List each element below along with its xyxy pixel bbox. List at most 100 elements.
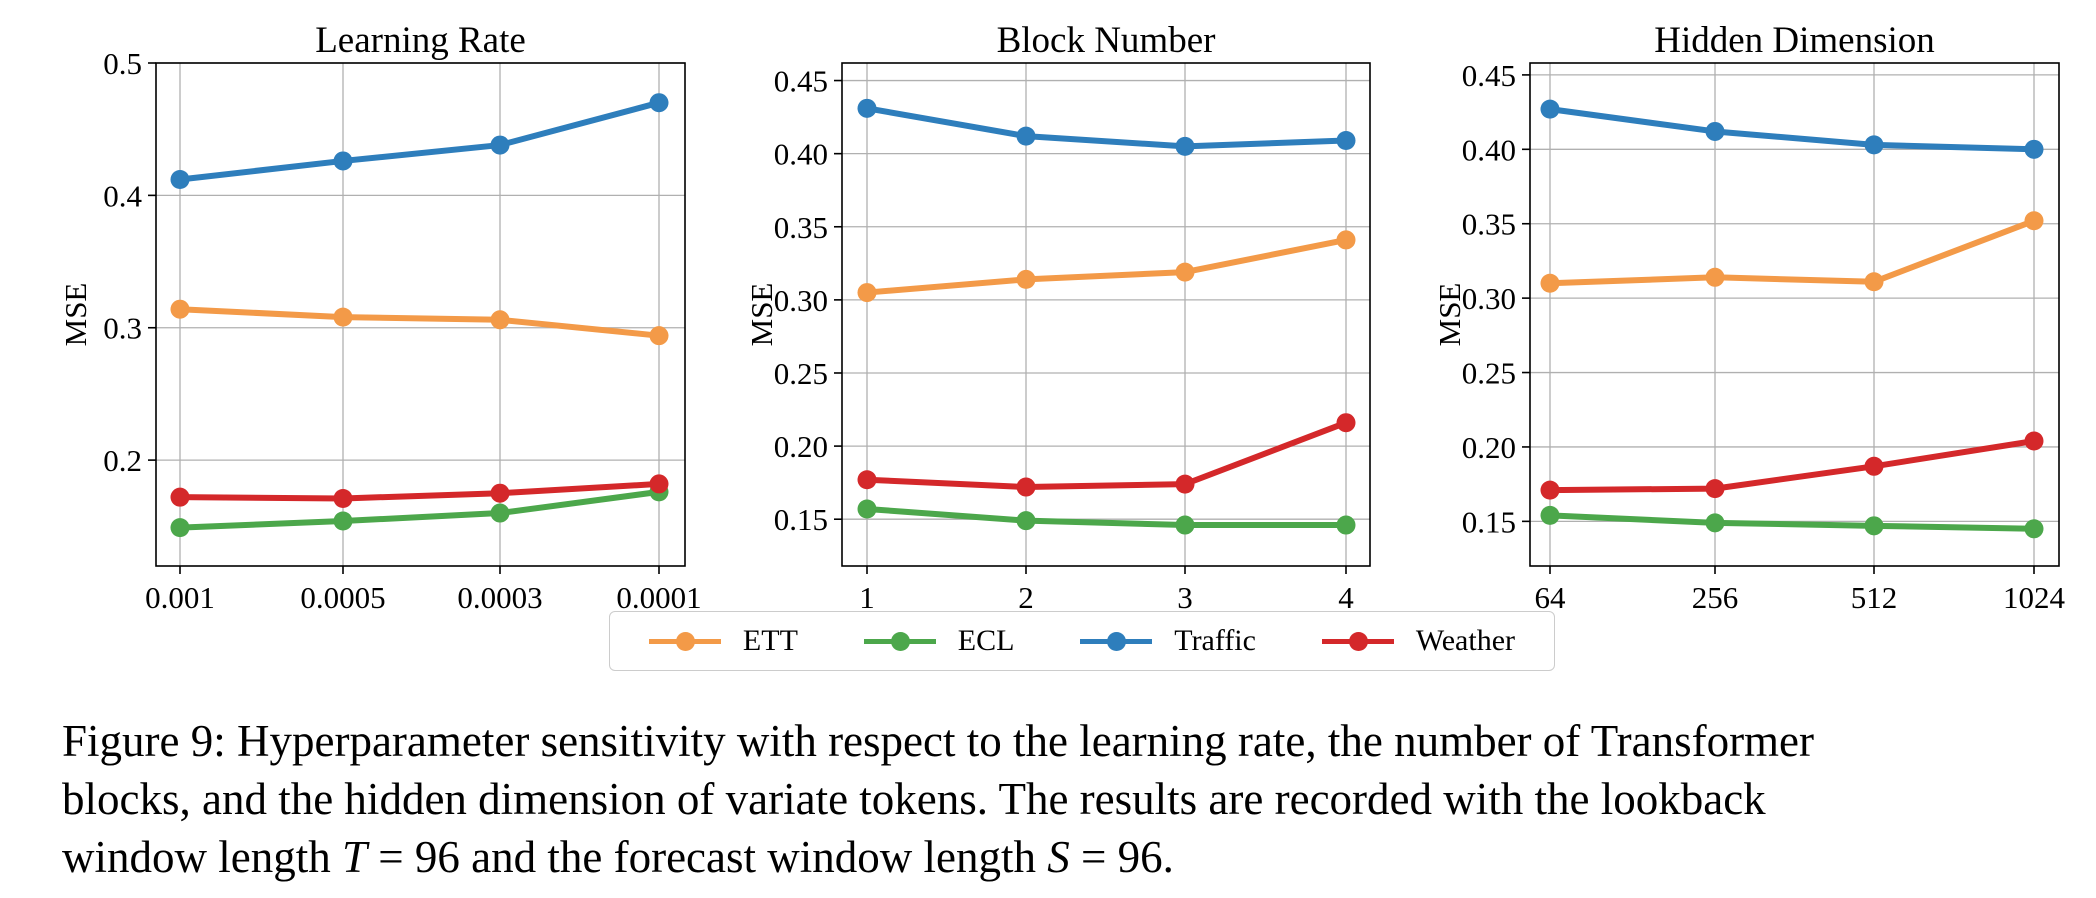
data-point-ett [490, 310, 510, 330]
data-point-ecl [490, 503, 510, 523]
chart-panel-2: 0.15 0.20 0.25 0.30 0.35 0.40 0.45 1 2 3 4 Block Nu… [744, 20, 1371, 615]
data-point-weather [1540, 480, 1560, 500]
legend-item-traffic: Traffic [1080, 624, 1256, 658]
data-point-traffic [1016, 126, 1036, 146]
data-point-weather [1175, 474, 1195, 494]
data-point-traffic [1540, 99, 1560, 119]
data-point-weather [857, 470, 877, 490]
legend-label-weather: Weather [1415, 624, 1516, 657]
data-point-ecl [1705, 513, 1725, 533]
caption-line-1: Figure 9: Hyperparameter sensitivity wit… [62, 716, 1815, 766]
x-tick-label: 2 [1018, 580, 1034, 615]
data-point-ett [1705, 267, 1725, 287]
data-point-weather [1336, 413, 1356, 433]
x-tick-label: 512 [1851, 580, 1898, 615]
series-line-ecl [177, 488, 662, 531]
series-line-traffic [1547, 106, 2037, 153]
legend-item-weather: Weather [1321, 624, 1516, 658]
data-point-weather [1705, 479, 1725, 499]
chart-title: Block Number [997, 20, 1216, 61]
chart-panel-1: 0.2 0.3 0.4 0.5 0.001 0.0005 0.0003 0.0001 Learn… [58, 20, 702, 615]
y-tick-label: 0.40 [1462, 132, 1516, 167]
data-point-ecl [1864, 516, 1884, 536]
data-point-ett [1016, 269, 1036, 289]
y-tick-label: 0.3 [103, 311, 142, 346]
legend-swatch-weather [1321, 626, 1394, 656]
y-tick-label: 0.45 [774, 64, 828, 99]
series-line-ecl [864, 505, 1349, 529]
data-point-ett [1540, 273, 1560, 293]
y-tick-label: 0.25 [1462, 356, 1516, 391]
x-tick-label: 0.0003 [457, 580, 542, 615]
data-point-ett [857, 283, 877, 303]
caption-line-2: blocks, and the hidden dimension of vari… [62, 774, 1766, 824]
series-line-ett [1547, 217, 2037, 287]
data-point-ecl [1336, 515, 1356, 535]
data-point-weather [649, 474, 669, 494]
y-axis-label: MSE [1432, 283, 1467, 347]
figure-charts: 0.2 0.3 0.4 0.5 0.001 0.0005 0.0003 0.0001 Learn… [58, 20, 2066, 615]
data-point-ett [170, 299, 190, 319]
data-point-ecl [857, 499, 877, 519]
data-point-weather [2024, 431, 2044, 451]
data-point-ett [649, 326, 669, 346]
data-point-ecl [170, 518, 190, 538]
y-tick-label: 0.45 [1462, 58, 1516, 93]
data-point-weather [490, 483, 510, 503]
data-point-traffic [1336, 130, 1356, 150]
legend-item-ecl: ECL [863, 624, 1015, 658]
plot-frame [841, 62, 1371, 567]
legend-label-traffic: Traffic [1174, 624, 1256, 657]
plot-frame [155, 62, 686, 567]
data-point-traffic [649, 93, 669, 113]
y-tick-label: 0.35 [1462, 207, 1516, 242]
y-axis-label: MSE [58, 283, 93, 347]
data-point-weather [1864, 456, 1884, 476]
data-point-traffic [170, 169, 190, 189]
series-line-ecl [1547, 512, 2037, 532]
data-point-ett [1864, 272, 1884, 292]
y-tick-label: 0.4 [103, 178, 142, 213]
y-tick-label: 0.35 [774, 210, 828, 245]
data-point-ecl [1175, 515, 1195, 535]
y-tick-label: 0.30 [774, 283, 828, 318]
legend-swatch-traffic [1080, 626, 1153, 656]
x-tick-label: 0.001 [145, 580, 215, 615]
x-tick-label: 0.0005 [300, 580, 385, 615]
y-tick-label: 0.5 [103, 46, 142, 81]
data-point-ett [333, 307, 353, 327]
data-point-weather [333, 488, 353, 508]
legend: ETT ECL Traffic Weather [609, 611, 1555, 671]
legend-swatch-ecl [863, 626, 936, 656]
y-tick-label: 0.40 [774, 137, 828, 172]
series-line-ett [864, 236, 1349, 296]
data-point-traffic [333, 151, 353, 171]
y-tick-label: 0.30 [1462, 281, 1516, 316]
series-line-weather [177, 480, 662, 502]
data-point-traffic [2024, 139, 2044, 159]
x-tick-label: 64 [1535, 580, 1567, 615]
data-point-traffic [490, 135, 510, 155]
data-point-ett [1175, 262, 1195, 282]
data-point-ecl [1540, 505, 1560, 525]
figure-caption: Figure 9: Hyperparameter sensitivity wit… [62, 712, 2038, 886]
x-tick-label: 256 [1692, 580, 1739, 615]
data-point-ecl [333, 511, 353, 531]
legend-swatch-ett [648, 626, 721, 656]
chart-title: Learning Rate [315, 20, 526, 61]
data-point-ecl [1016, 511, 1036, 531]
data-point-traffic [1705, 121, 1725, 141]
data-point-traffic [1175, 136, 1195, 156]
legend-label-ecl: ECL [957, 624, 1015, 657]
x-tick-label: 1024 [2003, 580, 2066, 615]
x-tick-label: 1 [859, 580, 875, 615]
data-point-ett [2024, 211, 2044, 231]
data-point-ett [1336, 230, 1356, 250]
y-tick-label: 0.15 [1462, 504, 1516, 539]
chart-title: Hidden Dimension [1654, 20, 1935, 61]
y-tick-label: 0.20 [1462, 430, 1516, 465]
chart-panel-3: 0.15 0.20 0.25 0.30 0.35 0.40 0.45 64 256 512 1024… [1432, 20, 2066, 615]
y-tick-label: 0.2 [103, 443, 142, 478]
y-axis-label: MSE [744, 283, 779, 347]
y-tick-label: 0.15 [774, 502, 828, 537]
